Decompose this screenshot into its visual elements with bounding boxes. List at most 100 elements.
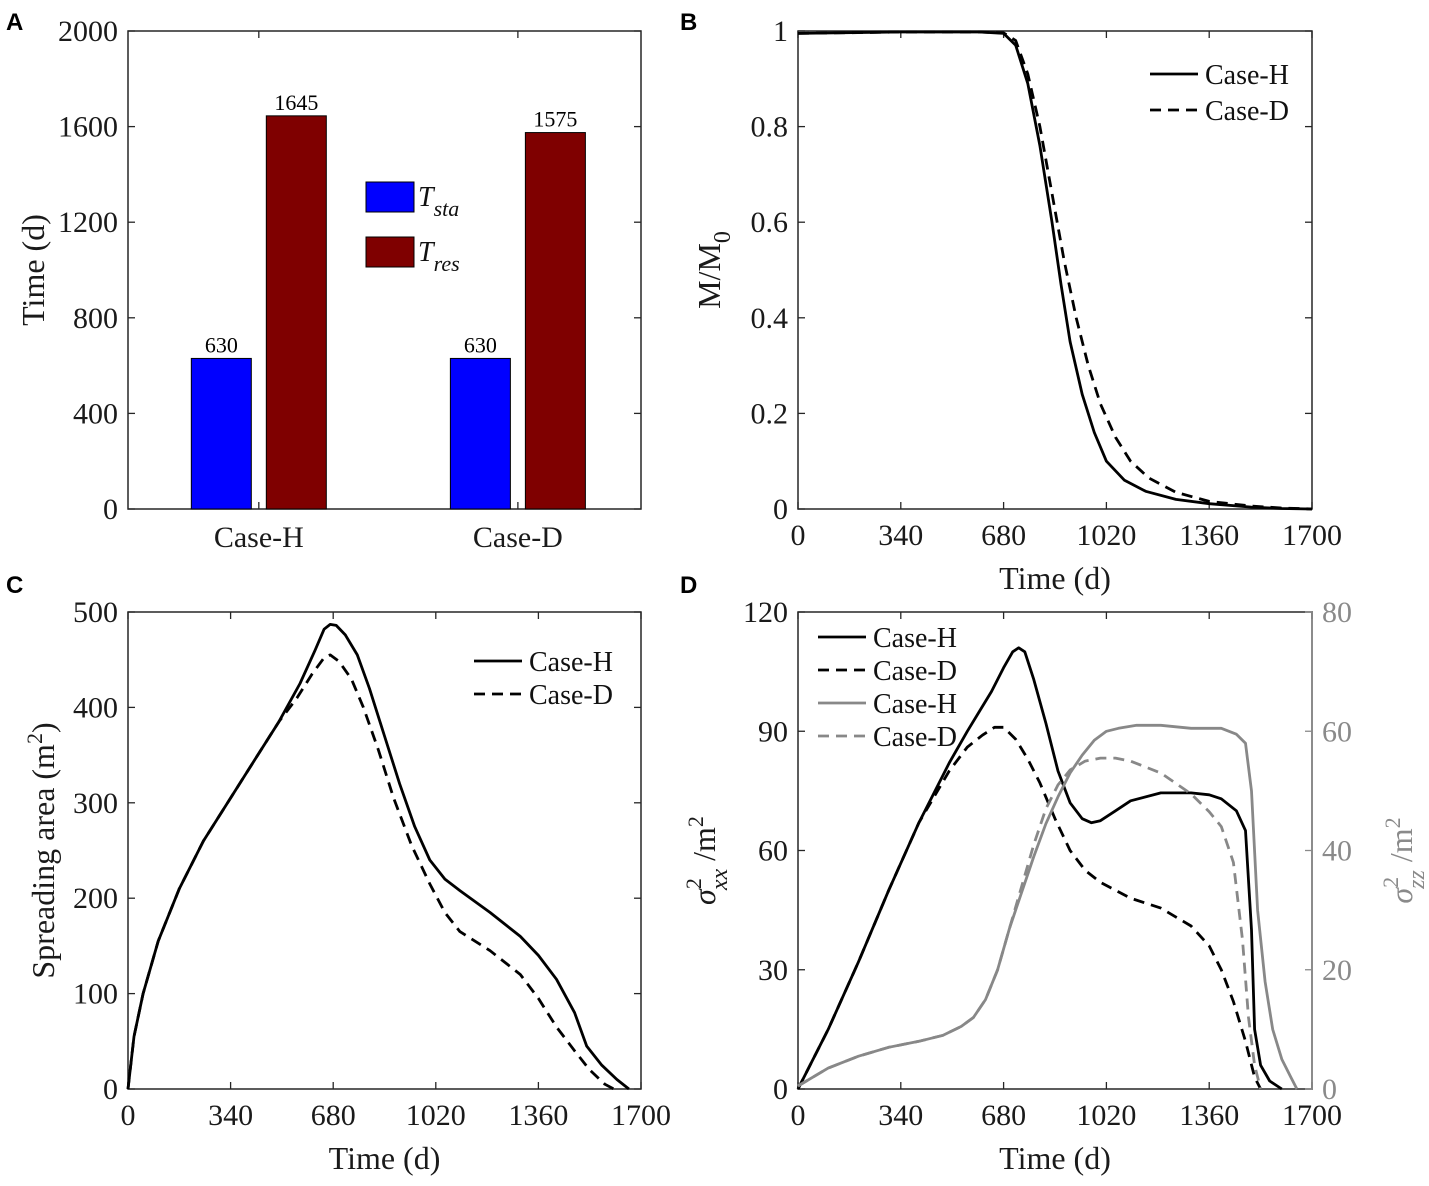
panel-b-frame bbox=[797, 30, 1313, 510]
legend-label: Case-D bbox=[873, 722, 957, 753]
y-right-tick-label: 40 bbox=[1322, 835, 1352, 868]
x-tick-label: 1020 bbox=[1076, 1099, 1136, 1132]
y-tick-label: 200 bbox=[73, 882, 118, 915]
y-tick-label: 1200 bbox=[58, 206, 118, 239]
x-tick-label: 680 bbox=[981, 1099, 1026, 1132]
y-right-sup: 2 bbox=[1378, 877, 1403, 888]
legend-label-main: T bbox=[418, 182, 436, 213]
y-right-sub: zz bbox=[1404, 870, 1429, 890]
y-tick-label: 0.2 bbox=[751, 397, 789, 430]
y-tick-label: 60 bbox=[758, 835, 788, 868]
y-tick-label: 400 bbox=[73, 397, 118, 430]
panel-b: B 0 340 680 1020 1360 1700 0 0.2 0.4 0.6 0.8 1 Time (… bbox=[680, 9, 1342, 596]
legend-swatch bbox=[365, 236, 415, 268]
legend-label: Case-H bbox=[1205, 60, 1289, 91]
x-tick-label: 340 bbox=[878, 1099, 923, 1132]
y-axis-label-close: ) bbox=[25, 722, 61, 733]
y-tick-label: 800 bbox=[73, 302, 118, 335]
y-left-symbol: σ bbox=[686, 888, 722, 905]
x-tick-label: 1360 bbox=[508, 1099, 568, 1132]
y-tick-label: 1 bbox=[773, 15, 788, 48]
series-line-case-h-right bbox=[797, 723, 1299, 1090]
y-right-tick-label: 60 bbox=[1322, 715, 1352, 748]
y-right-unit-sup: 2 bbox=[1380, 817, 1405, 828]
series-line-case-d-right bbox=[797, 756, 1262, 1090]
y-tick-label: 0 bbox=[103, 1073, 118, 1106]
y-right-tick-label: 0 bbox=[1322, 1073, 1337, 1106]
y-left-unit-sup: 2 bbox=[683, 816, 708, 827]
series-line-case-d-left bbox=[796, 725, 1262, 1090]
bar-res-case-h bbox=[265, 115, 327, 510]
x-tick-label: 1700 bbox=[1282, 1099, 1342, 1132]
x-tick-label: Case-D bbox=[473, 521, 563, 554]
x-tick-label: 1360 bbox=[1179, 519, 1239, 552]
y-right-tick-label: 20 bbox=[1322, 954, 1352, 987]
y-tick-label: 30 bbox=[758, 954, 788, 987]
legend-label: Tres bbox=[418, 237, 460, 276]
y-axis-label-left: σ2xx /m2 bbox=[681, 816, 733, 905]
series-line-case-h-left bbox=[796, 646, 1283, 1091]
panel-letter: A bbox=[6, 9, 23, 36]
y-axis-label-sub: 0 bbox=[710, 231, 736, 243]
y-tick-label: 0 bbox=[773, 1073, 788, 1106]
x-tick-label: 1020 bbox=[1076, 519, 1136, 552]
y-axis-label-main: Spreading area (m bbox=[25, 744, 61, 979]
x-tick-label: 1700 bbox=[611, 1099, 671, 1132]
x-tick-label: 340 bbox=[208, 1099, 253, 1132]
panel-letter: B bbox=[680, 9, 697, 36]
series-line-case-d bbox=[797, 30, 1313, 511]
y-left-sup: 2 bbox=[681, 878, 706, 889]
legend-label: Case-H bbox=[873, 623, 957, 654]
y-left-unit: /m bbox=[686, 827, 722, 869]
panel-c: C 0 340 680 1020 1360 1700 0 100 200 300 400 500 Time… bbox=[6, 572, 671, 1176]
legend-swatch bbox=[365, 181, 415, 213]
legend-label-main: T bbox=[418, 237, 436, 268]
y-right-symbol: σ bbox=[1383, 887, 1419, 904]
y-tick-label: 500 bbox=[73, 596, 118, 629]
y-right-tick-label: 80 bbox=[1322, 596, 1352, 629]
y-tick-label: 400 bbox=[73, 691, 118, 724]
y-axis-label-right: σ2zz /m2 bbox=[1378, 817, 1429, 903]
series-line-case-d bbox=[126, 653, 615, 1091]
x-axis-label: Time (d) bbox=[329, 1140, 441, 1176]
bar-value-label: 630 bbox=[464, 332, 497, 357]
x-tick-label: 0 bbox=[791, 1099, 806, 1132]
y-left-sub: xx bbox=[707, 869, 733, 892]
y-tick-label: 300 bbox=[73, 787, 118, 820]
panel-c-frame bbox=[127, 611, 642, 1090]
y-tick-label: 100 bbox=[73, 978, 118, 1011]
panel-a-frame bbox=[127, 30, 642, 510]
x-tick-label: 680 bbox=[981, 519, 1026, 552]
x-tick-label: 1360 bbox=[1179, 1099, 1239, 1132]
legend-label-sub: sta bbox=[434, 196, 460, 221]
y-tick-label: 1600 bbox=[58, 111, 118, 144]
y-tick-label: 0 bbox=[103, 493, 118, 526]
y-tick-label: 120 bbox=[743, 596, 788, 629]
y-tick-label: 0.4 bbox=[751, 302, 789, 335]
y-tick-label: 90 bbox=[758, 715, 788, 748]
y-axis-label: Spreading area (m2) bbox=[22, 722, 61, 978]
bar-value-label: 630 bbox=[205, 332, 238, 357]
x-tick-label: Case-H bbox=[214, 521, 304, 554]
legend-label: Tsta bbox=[418, 182, 459, 221]
x-tick-label: 340 bbox=[878, 519, 923, 552]
bar-value-label: 1645 bbox=[274, 90, 318, 115]
x-tick-label: 1700 bbox=[1282, 519, 1342, 552]
y-right-unit: /m bbox=[1383, 828, 1419, 870]
legend-label: Case-D bbox=[873, 656, 957, 687]
x-tick-label: 680 bbox=[311, 1099, 356, 1132]
panel-a: A 0 400 800 1200 1600 2000 Time (d) Case-H 630 164… bbox=[6, 9, 642, 554]
x-tick-label: 0 bbox=[121, 1099, 136, 1132]
legend-label: Case-H bbox=[529, 647, 613, 678]
y-tick-label: 0.8 bbox=[751, 111, 789, 144]
x-axis-label: Time (d) bbox=[999, 560, 1111, 596]
legend-label: Case-D bbox=[1205, 96, 1289, 127]
series-line-case-h bbox=[126, 623, 630, 1091]
y-tick-label: 0.6 bbox=[751, 206, 789, 239]
y-axis-label-sup: 2 bbox=[22, 733, 47, 744]
y-axis-label: M/M0 bbox=[691, 231, 736, 309]
y-tick-label: 0 bbox=[773, 493, 788, 526]
x-axis-label: Time (d) bbox=[999, 1140, 1111, 1176]
bar-sta-case-h bbox=[190, 357, 252, 510]
